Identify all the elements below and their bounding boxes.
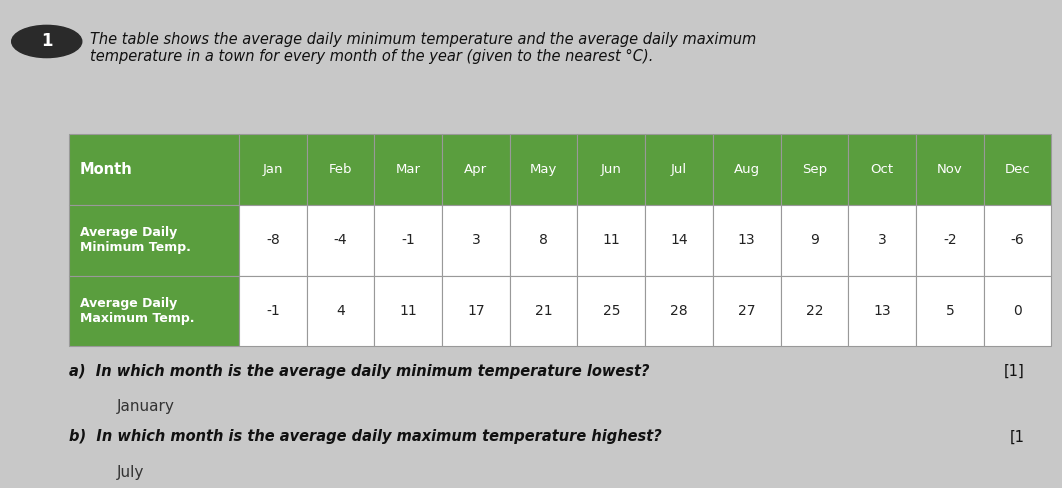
Text: 1: 1 [41,32,52,50]
Text: 9: 9 [810,233,819,247]
Text: Sep: Sep [802,163,827,176]
Text: Average Daily
Minimum Temp.: Average Daily Minimum Temp. [80,226,190,254]
Text: -4: -4 [333,233,347,247]
Text: Mar: Mar [396,163,421,176]
Text: Apr: Apr [464,163,487,176]
Text: -2: -2 [943,233,957,247]
Text: 5: 5 [945,304,954,318]
Text: 3: 3 [472,233,480,247]
Text: a)  In which month is the average daily minimum temperature lowest?: a) In which month is the average daily m… [69,364,650,379]
Text: [1]: [1] [1004,364,1025,379]
Text: January: January [117,399,174,414]
Text: 11: 11 [602,233,620,247]
Text: 27: 27 [738,304,755,318]
Text: 25: 25 [602,304,620,318]
Text: Jan: Jan [262,163,284,176]
Text: Jul: Jul [671,163,687,176]
Text: Oct: Oct [871,163,894,176]
Text: Feb: Feb [329,163,353,176]
Text: Jun: Jun [601,163,621,176]
Text: 28: 28 [670,304,688,318]
Text: 0: 0 [1013,304,1022,318]
Text: -8: -8 [266,233,279,247]
Text: Dec: Dec [1005,163,1030,176]
Text: Average Daily
Maximum Temp.: Average Daily Maximum Temp. [80,297,194,325]
Text: 17: 17 [467,304,484,318]
Text: 14: 14 [670,233,688,247]
Text: 11: 11 [399,304,417,318]
Text: [1: [1 [1010,429,1025,445]
Text: b)  In which month is the average daily maximum temperature highest?: b) In which month is the average daily m… [69,429,662,445]
Text: Aug: Aug [734,163,759,176]
Text: The table shows the average daily minimum temperature and the average daily maxi: The table shows the average daily minimu… [90,32,756,64]
Text: -1: -1 [401,233,415,247]
Text: 4: 4 [337,304,345,318]
Text: July: July [117,465,144,480]
Text: -1: -1 [266,304,279,318]
Text: 22: 22 [806,304,823,318]
Text: 21: 21 [535,304,552,318]
Text: 8: 8 [539,233,548,247]
Text: 13: 13 [738,233,755,247]
Text: Month: Month [80,162,133,177]
Text: -6: -6 [1011,233,1025,247]
Text: Nov: Nov [937,163,962,176]
Text: 3: 3 [878,233,887,247]
Text: May: May [530,163,558,176]
Text: 13: 13 [873,304,891,318]
